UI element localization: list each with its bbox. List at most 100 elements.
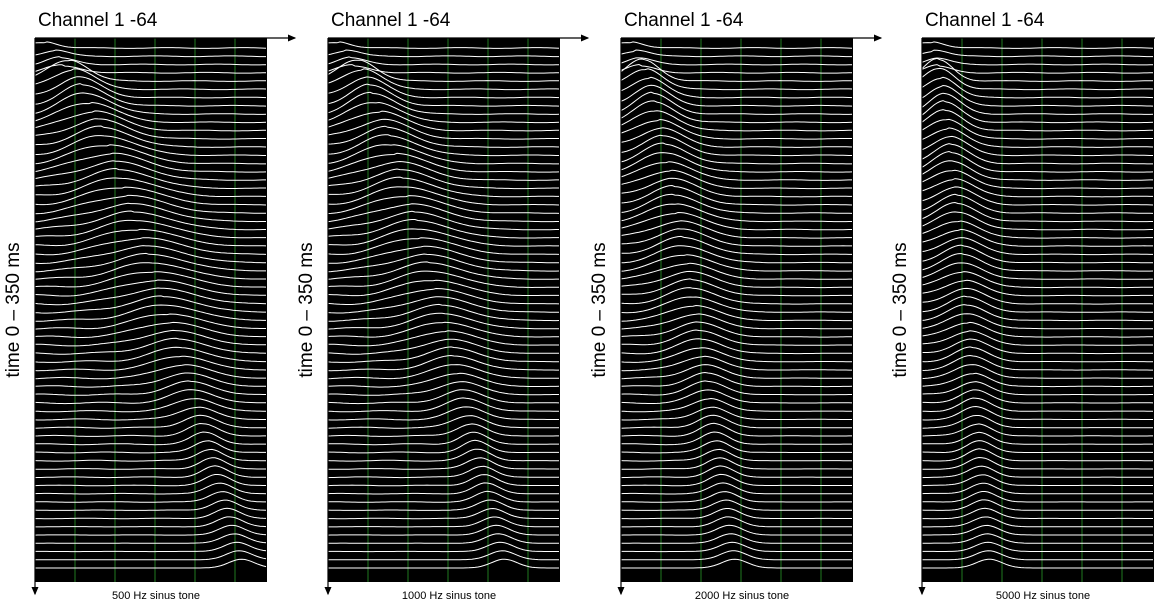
trace [327, 118, 559, 140]
trace [34, 219, 266, 239]
trace [921, 474, 1153, 487]
panel-title: Channel 1 -64 [624, 10, 744, 31]
trace [327, 406, 559, 421]
trace [921, 109, 1153, 132]
trace [34, 125, 267, 148]
trace [921, 127, 1154, 148]
trace [328, 558, 559, 569]
trace [621, 558, 852, 569]
trace [327, 338, 559, 355]
trace [327, 457, 559, 470]
trace [620, 440, 852, 454]
plot-area [621, 38, 853, 582]
trace [620, 473, 852, 487]
trace [921, 84, 1154, 107]
trace [327, 372, 560, 388]
trace [620, 380, 852, 396]
trace [620, 364, 853, 380]
trace [620, 91, 853, 115]
trace [922, 558, 1153, 569]
trace [327, 465, 559, 479]
y-axis-label: time 0 – 350 ms [296, 242, 317, 377]
trace [327, 203, 559, 223]
trace [327, 41, 560, 49]
trace [34, 210, 266, 231]
trace [620, 347, 853, 363]
trace [620, 63, 853, 74]
trace [620, 193, 853, 214]
trace [922, 507, 1153, 520]
trace [34, 457, 266, 470]
trace [921, 49, 1153, 58]
trace [35, 491, 266, 503]
trace [35, 550, 267, 561]
trace [328, 330, 559, 347]
trace [921, 118, 1153, 140]
trace [327, 270, 559, 289]
trace [921, 321, 1153, 338]
trace [921, 178, 1153, 198]
trace [620, 228, 852, 247]
trace [921, 41, 1154, 49]
trace [327, 152, 560, 173]
trace [327, 134, 559, 157]
trace [34, 160, 266, 181]
panel: Channel 1 -64 time 0 – 350 ms 1000 Hz sinu… [296, 10, 590, 602]
trace [327, 296, 559, 314]
trace [921, 57, 1153, 82]
trace [327, 49, 559, 58]
trace [35, 304, 266, 322]
trace [34, 202, 266, 223]
y-axis-label: time 0 – 350 ms [890, 242, 911, 377]
trace [327, 364, 560, 380]
trace [620, 184, 853, 206]
trace [921, 397, 1153, 413]
trace [34, 262, 266, 280]
trace [327, 381, 559, 396]
trace [921, 201, 1153, 223]
trace [620, 203, 852, 223]
trace [34, 56, 266, 66]
trace [921, 456, 1153, 470]
trace [327, 312, 559, 330]
trace [620, 118, 852, 140]
trace [327, 210, 559, 231]
trace [327, 397, 559, 413]
trace [35, 135, 266, 156]
trace [35, 431, 266, 446]
trace [34, 167, 266, 189]
trace [921, 193, 1154, 214]
trace [327, 160, 559, 181]
trace [34, 474, 266, 487]
trace [921, 160, 1153, 181]
trace [921, 211, 1153, 231]
trace [327, 279, 559, 297]
trace [34, 499, 267, 511]
trace [621, 235, 852, 256]
trace [620, 41, 853, 49]
trace [921, 150, 1154, 173]
trace [327, 354, 559, 372]
plot-area [328, 38, 560, 582]
trace [921, 364, 1154, 380]
trace [620, 177, 852, 198]
trace [327, 101, 560, 124]
trace [34, 406, 266, 421]
panel-title: Channel 1 -64 [331, 10, 451, 31]
trace [921, 228, 1153, 247]
trace [921, 100, 1154, 124]
trace [327, 76, 560, 99]
caption: 2000 Hz sinus tone [695, 590, 789, 602]
trace [620, 134, 852, 157]
trace [327, 415, 559, 429]
trace [327, 168, 559, 190]
trace [35, 533, 267, 544]
trace [34, 41, 267, 49]
trace [327, 68, 560, 91]
panel: Channel 1 -64 time 0 – 350 ms 500 Hz sinus… [3, 10, 297, 602]
trace [621, 516, 852, 528]
trace [921, 346, 1154, 363]
trace [620, 371, 853, 388]
trace [921, 295, 1153, 313]
